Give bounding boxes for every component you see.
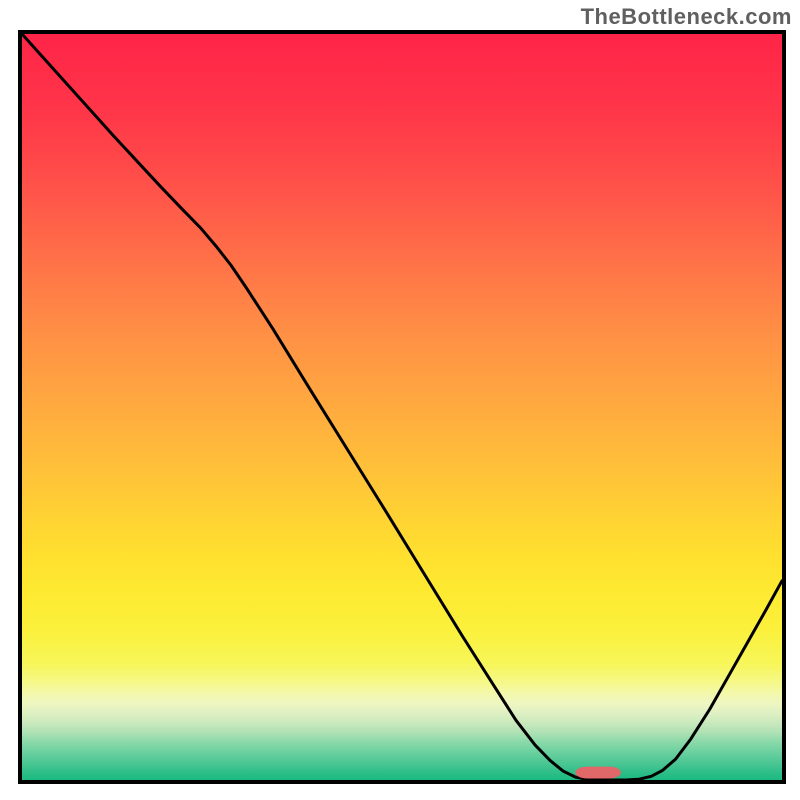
watermark-text: TheBottleneck.com — [581, 4, 792, 30]
chart-container: TheBottleneck.com — [0, 0, 800, 800]
gradient-background — [22, 34, 782, 780]
target-marker — [575, 767, 621, 779]
plot-area — [18, 30, 786, 784]
plot-svg — [22, 34, 782, 780]
